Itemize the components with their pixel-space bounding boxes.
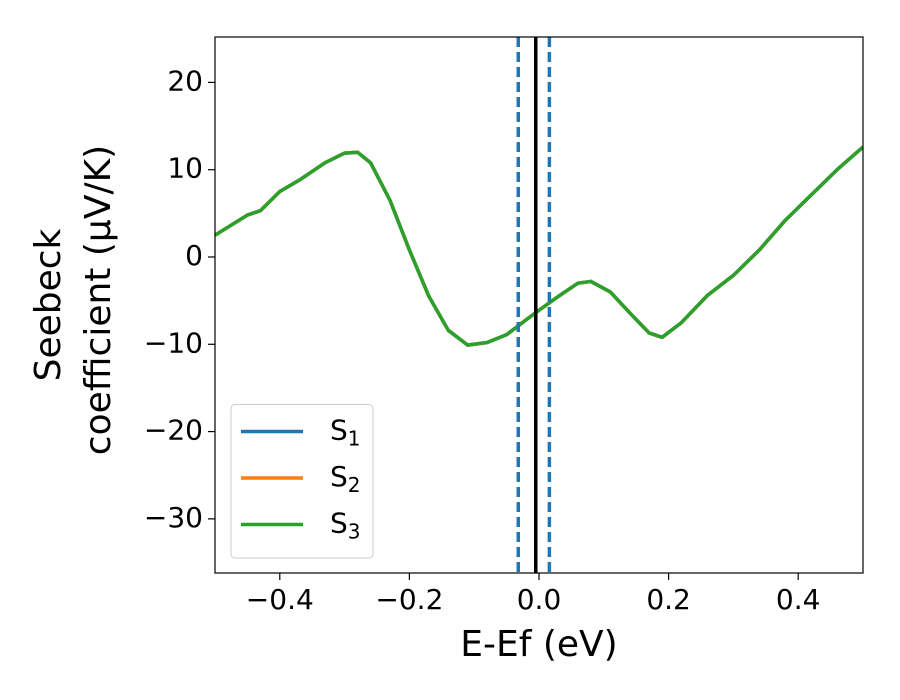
x-tick-label: 0.2 [646,583,691,616]
series-line [215,145,863,347]
x-axis-label: E-Ef (eV) [460,624,617,665]
y-tick-label: 0 [185,239,203,272]
plot-area [215,37,863,573]
series-line [215,145,863,347]
y-tick-label: −30 [144,501,203,534]
y-tick-label: −10 [144,326,203,359]
x-tick-label: −0.4 [246,583,314,616]
y-tick-label: 20 [167,64,203,97]
legend-label: S1 [330,414,361,451]
y-axis-label: coefficient (μV/K) [78,145,119,455]
axes-frame [214,36,864,574]
y-tick-label: −20 [144,414,203,447]
y-axis-label: Seebeck [28,228,69,381]
x-tick-label: −0.2 [375,583,443,616]
x-tick-label: 0.0 [517,583,562,616]
x-tick-label: 0.4 [776,583,821,616]
series-line [215,145,863,347]
legend-label: S2 [330,460,361,497]
legend-box [230,404,374,559]
y-tick-label: 10 [167,152,203,185]
